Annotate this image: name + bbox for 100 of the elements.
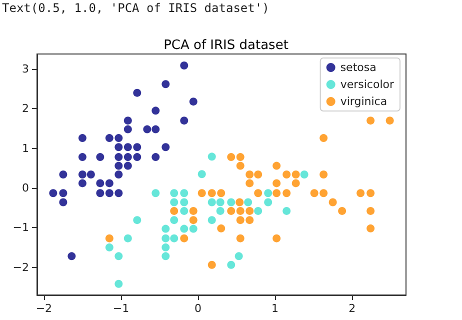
point	[180, 224, 188, 233]
point	[227, 260, 236, 269]
point	[59, 170, 68, 178]
point	[180, 61, 188, 70]
point	[170, 234, 178, 242]
point	[152, 153, 160, 162]
point	[114, 134, 123, 142]
point	[300, 170, 308, 178]
point	[105, 243, 114, 252]
point	[386, 116, 394, 125]
point	[180, 206, 188, 215]
point	[208, 189, 216, 198]
point	[234, 252, 243, 260]
point	[78, 134, 86, 142]
point	[246, 179, 254, 188]
point	[198, 170, 206, 178]
point	[320, 189, 328, 198]
point	[272, 234, 281, 242]
point	[189, 98, 198, 106]
point	[124, 162, 132, 170]
point	[366, 116, 375, 125]
point	[133, 88, 142, 97]
point	[162, 80, 170, 88]
point	[208, 260, 216, 269]
point	[162, 224, 170, 233]
point	[133, 153, 142, 162]
point	[152, 189, 160, 198]
point	[124, 143, 132, 152]
y-tick-label: 0	[22, 181, 29, 194]
chart-title: PCA of IRIS dataset	[164, 38, 288, 53]
point	[282, 206, 291, 215]
point	[114, 170, 123, 178]
point	[105, 179, 114, 188]
point	[320, 134, 328, 142]
point	[208, 198, 216, 206]
point	[338, 206, 346, 215]
point	[96, 179, 104, 188]
point	[216, 198, 224, 206]
point	[227, 153, 236, 162]
point	[114, 189, 123, 198]
legend-label: setosa	[340, 61, 376, 74]
point	[328, 198, 337, 206]
point	[356, 189, 365, 198]
point	[264, 198, 272, 206]
point	[124, 116, 132, 125]
point	[217, 224, 226, 232]
point	[68, 252, 76, 260]
point	[162, 143, 170, 152]
point	[180, 234, 188, 242]
point	[180, 189, 188, 198]
point	[133, 143, 142, 152]
point	[78, 153, 86, 162]
y-tick-label: 3	[22, 62, 29, 76]
point	[78, 170, 86, 178]
point	[170, 198, 178, 206]
point	[246, 206, 254, 215]
point	[162, 243, 170, 252]
point	[366, 189, 375, 198]
text: Text(0.5, 1.0, 'PCA of IRIS dataset')	[2, 1, 270, 15]
y-tick-label: −2	[12, 260, 29, 274]
point	[272, 189, 281, 198]
y-tick-label: 2	[22, 102, 29, 116]
point	[124, 153, 132, 162]
point	[114, 153, 123, 162]
point	[152, 125, 160, 134]
point	[292, 170, 300, 178]
point	[143, 125, 152, 134]
point	[49, 189, 58, 198]
x-tick-label: 1	[272, 302, 279, 315]
point	[96, 153, 104, 162]
point	[105, 189, 114, 198]
point	[282, 170, 291, 178]
point	[244, 198, 252, 206]
point	[114, 143, 123, 152]
point	[236, 216, 244, 224]
point	[189, 216, 198, 224]
point	[170, 189, 178, 198]
point	[254, 170, 262, 178]
point	[180, 116, 188, 125]
x-tick-label: −1	[112, 302, 130, 315]
point	[236, 206, 244, 215]
point	[86, 170, 95, 178]
point	[162, 234, 170, 242]
point	[264, 189, 272, 198]
legend-label: virginica	[340, 95, 388, 108]
x-tick-label: −2	[36, 302, 52, 315]
point	[59, 189, 68, 198]
point	[217, 189, 226, 198]
point	[254, 189, 262, 198]
point	[170, 216, 178, 224]
point	[114, 280, 123, 288]
point	[320, 170, 328, 178]
point	[292, 179, 300, 188]
point	[133, 216, 142, 224]
point	[272, 162, 281, 170]
point	[170, 206, 178, 215]
point	[216, 206, 224, 215]
point	[246, 170, 254, 178]
point	[272, 179, 281, 188]
point	[114, 252, 123, 260]
